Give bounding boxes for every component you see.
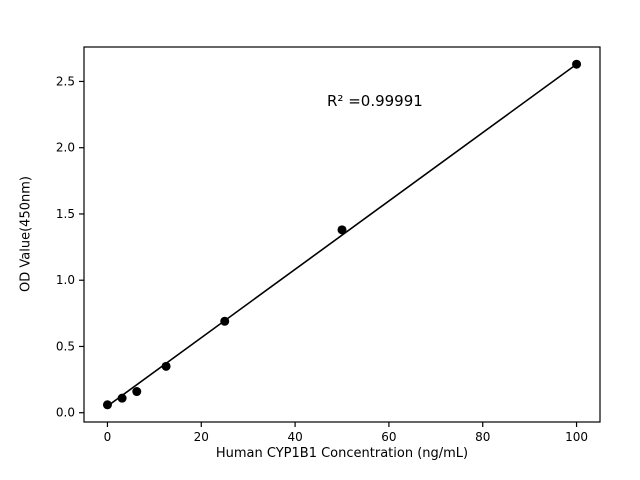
x-tick-label: 60: [381, 430, 396, 444]
y-tick-label: 0.5: [56, 339, 75, 353]
x-tick-label: 0: [104, 430, 112, 444]
x-tick-label: 40: [287, 430, 302, 444]
fit-line: [106, 63, 578, 407]
y-tick-label: 2.5: [56, 74, 75, 88]
data-point: [102, 400, 112, 410]
r-squared-annotation: R² =0.99991: [327, 92, 423, 110]
y-tick-label: 1.5: [56, 207, 75, 221]
data-point: [572, 59, 582, 69]
axes-frame: [83, 46, 601, 423]
x-ticks: 0 20 40 60 80 100: [104, 422, 588, 444]
data-point: [117, 393, 127, 403]
data-point: [161, 361, 171, 371]
data-point: [337, 225, 347, 235]
y-tick-label: 2.0: [56, 141, 75, 155]
data-points: [102, 59, 582, 410]
y-tick-label: 1.0: [56, 273, 75, 287]
data-point: [220, 316, 230, 326]
x-tick-label: 80: [475, 430, 490, 444]
y-tick-label: 0.0: [56, 406, 75, 420]
x-tick-label: 20: [194, 430, 209, 444]
x-tick-label: 100: [565, 430, 588, 444]
y-axis-label: OD Value(450nm): [18, 176, 34, 292]
data-point: [132, 387, 142, 397]
y-ticks: 0.0 0.5 1.0 1.5 2.0 2.5: [56, 74, 84, 420]
x-axis-label: Human CYP1B1 Concentration (ng/mL): [215, 446, 469, 461]
